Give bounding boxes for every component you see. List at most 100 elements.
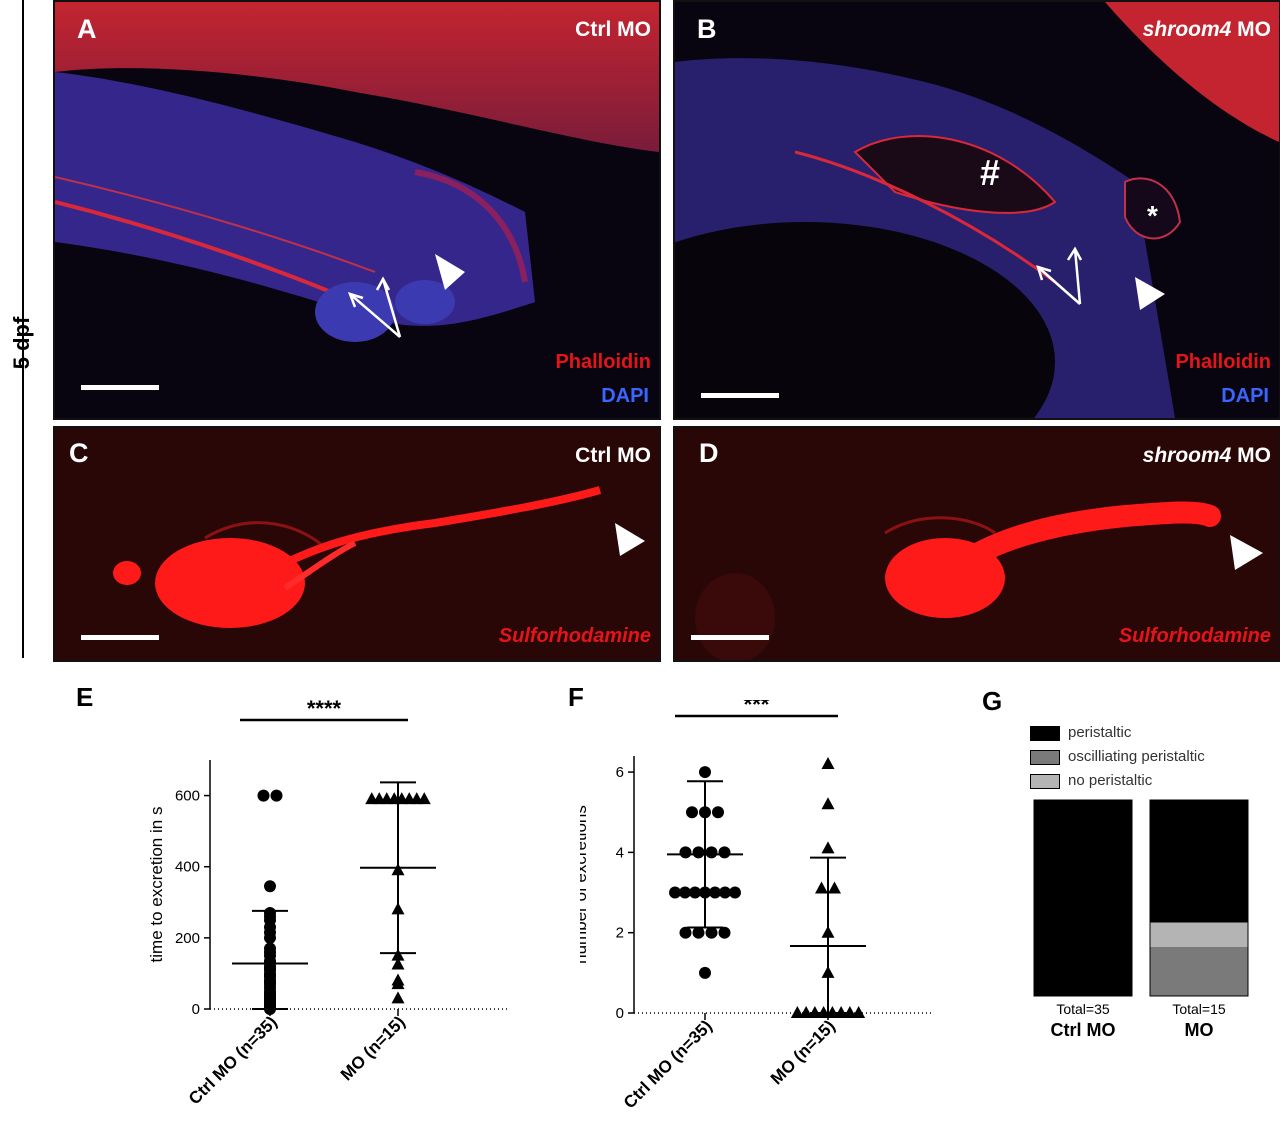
- x-category-label: Ctrl MO (n=35): [185, 1012, 281, 1108]
- data-point-mo: [391, 957, 405, 970]
- data-point-ctrl: [679, 846, 692, 859]
- bar-total-label: Total=35: [1056, 1001, 1110, 1017]
- panel-c-condition: Ctrl MO: [575, 444, 651, 467]
- data-point-mo: [790, 1006, 804, 1018]
- data-point-ctrl: [692, 846, 705, 859]
- data-point-ctrl: [719, 886, 731, 899]
- data-point-ctrl: [699, 966, 711, 979]
- data-point-ctrl: [712, 806, 724, 819]
- panel-g-stacked-bar-chart: Total=35 Ctrl MO Total=15 MO: [1033, 799, 1249, 1040]
- y-tick-label: 200: [175, 930, 200, 947]
- data-point-mo: [815, 881, 828, 894]
- panel-a-annotations: [347, 254, 465, 338]
- y-tick-label: 2: [616, 925, 624, 942]
- panel-b-condition-suffix: MO: [1231, 18, 1271, 41]
- data-point-mo: [821, 841, 835, 854]
- panel-f-scatter-chart: 0 2 4 6 number of excretions Ctrl MO (n=35) MO…: [580, 700, 934, 1112]
- data-point-mo: [852, 1006, 866, 1018]
- data-point-ctrl: [718, 846, 731, 859]
- panel-b-gene-name: shroom4: [1142, 18, 1232, 41]
- bar-outline: [1033, 799, 1133, 997]
- legend-label-no-peristaltic: no peristaltic: [1068, 772, 1153, 789]
- bar-segment-0-0: [1034, 800, 1132, 996]
- panel-c-stain: Sulforhodamine: [498, 625, 651, 647]
- data-point-ctrl: [709, 886, 721, 899]
- data-point-ctrl: [679, 926, 692, 939]
- panel-c-micrograph: C Ctrl MO Sulforhodamine: [53, 426, 661, 662]
- y-tick-label: 400: [175, 859, 200, 876]
- panel-b-image: [675, 2, 1279, 418]
- panel-d-letter: D: [699, 438, 719, 468]
- panel-d-scale-bar: [691, 635, 769, 640]
- y-tick-label: 600: [175, 788, 200, 805]
- panel-c-scale-bar: [81, 635, 159, 640]
- panel-a-stain-phalloidin: Phalloidin: [555, 351, 651, 373]
- panel-d-gene-name: shroom4: [1142, 444, 1232, 467]
- data-point-ctrl: [692, 926, 705, 939]
- data-point-mo: [391, 977, 405, 990]
- panel-b-scale-bar: [701, 393, 779, 398]
- y-tick-label: 4: [616, 844, 624, 861]
- panel-c-image: [55, 428, 659, 660]
- bar-category-label: MO: [1185, 1020, 1214, 1040]
- data-point-mo: [843, 1006, 857, 1018]
- data-point-ctrl: [679, 886, 691, 899]
- panel-a-stain-dapi: DAPI: [601, 385, 649, 407]
- panel-b-annotations: [1036, 246, 1165, 310]
- x-category-label: MO (n=15): [767, 1016, 839, 1088]
- panel-f-letter: F: [568, 682, 584, 712]
- panel-g-letter: G: [982, 686, 1003, 716]
- bar-segment-1-0: [1150, 800, 1248, 923]
- data-point-ctrl: [718, 926, 731, 939]
- panel-a-micrograph: A Ctrl MO Phalloidin DAPI: [53, 0, 661, 420]
- data-point-ctrl: [689, 886, 701, 899]
- data-point-ctrl: [699, 766, 711, 779]
- bar-category-label: Ctrl MO: [1051, 1020, 1116, 1040]
- panel-a-scale-bar: [81, 385, 159, 390]
- data-point-mo: [821, 757, 835, 770]
- panel-b-condition: shroom4 MO: [1143, 18, 1271, 42]
- age-label: 5 dpf: [9, 316, 34, 370]
- data-point-ctrl: [705, 846, 718, 859]
- panel-b-stain-dapi: DAPI: [1221, 385, 1269, 407]
- data-point-ctrl: [257, 789, 270, 802]
- panel-b-micrograph: B shroom4 MO # * Phalloidin DAPI: [673, 0, 1280, 420]
- side-divider-line: [22, 0, 24, 658]
- legend-swatch-peristaltic: [1030, 726, 1060, 741]
- x-category-label: Ctrl MO (n=35): [620, 1016, 716, 1112]
- data-point-mo: [391, 948, 405, 961]
- bar-segment-1-2: [1150, 922, 1248, 947]
- data-point-ctrl: [729, 886, 741, 899]
- y-axis-label: number of excretions: [580, 805, 590, 964]
- data-point-ctrl: [264, 880, 276, 893]
- panel-a-image: [55, 2, 659, 418]
- data-point-mo: [821, 797, 835, 810]
- bar-segment-1-1: [1150, 947, 1248, 996]
- x-category-label: MO (n=15): [337, 1012, 409, 1084]
- y-axis-label: time to excretion in s: [147, 807, 166, 963]
- panel-d-micrograph: D shroom4 MO Sulforhodamine: [673, 426, 1280, 662]
- data-point-ctrl: [270, 789, 283, 802]
- data-point-mo: [828, 881, 841, 894]
- significance-label: ***: [744, 700, 770, 717]
- panel-a-letter: A: [77, 14, 97, 44]
- panel-b-letter: B: [697, 14, 717, 44]
- panel-d-stain: Sulforhodamine: [1118, 625, 1271, 647]
- panel-b-stain-phalloidin: Phalloidin: [1175, 351, 1271, 373]
- legend-swatch-no-peristaltic: [1030, 774, 1060, 789]
- bar-outline: [1149, 799, 1249, 997]
- data-point-ctrl: [705, 926, 718, 939]
- y-tick-label: 0: [616, 1005, 624, 1022]
- significance-label: ****: [307, 700, 342, 721]
- panel-d-condition-suffix: MO: [1231, 444, 1271, 467]
- panel-b-hash-mark: #: [980, 152, 1001, 193]
- y-tick-label: 0: [192, 1001, 200, 1018]
- panel-e-scatter-chart: 0 200 400 600 time to excretion in s Ctrl MO …: [147, 700, 510, 1108]
- panel-d-condition: shroom4 MO: [1143, 444, 1271, 468]
- data-point-mo: [391, 991, 405, 1004]
- panel-c-letter: C: [69, 438, 89, 468]
- legend-swatch-oscilliating: [1030, 750, 1060, 765]
- panel-e-letter: E: [76, 682, 94, 712]
- data-point-mo: [417, 792, 431, 805]
- bar-total-label: Total=15: [1172, 1001, 1226, 1017]
